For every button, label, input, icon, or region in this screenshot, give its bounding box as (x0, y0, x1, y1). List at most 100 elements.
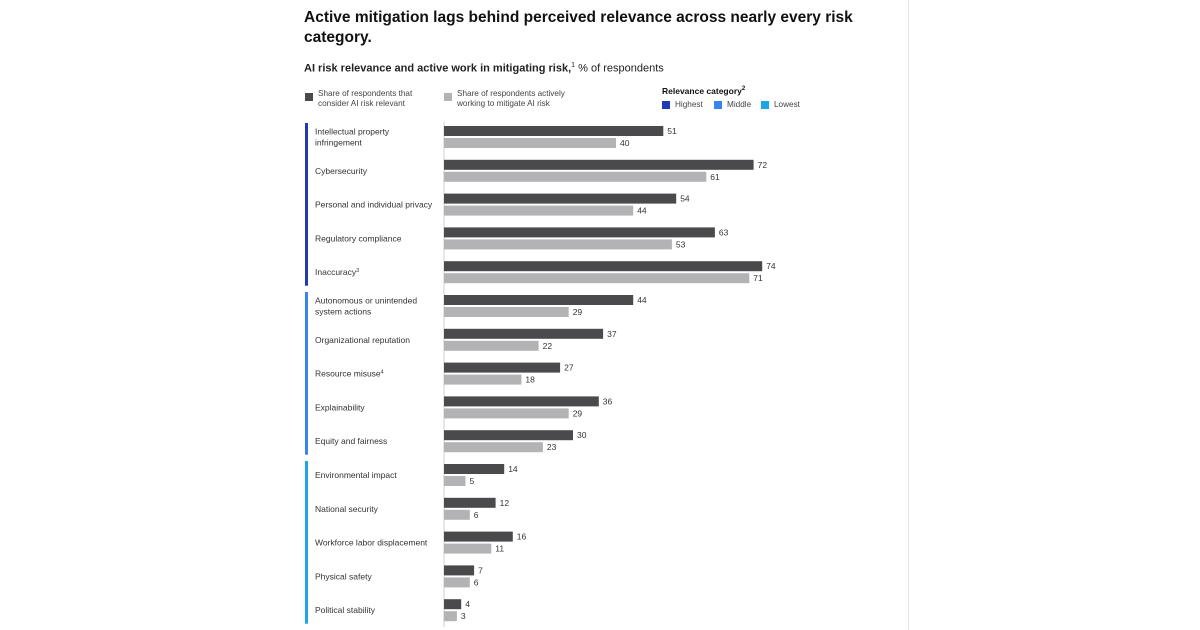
legend-swatch-lowest (761, 101, 769, 109)
page-edge-divider (908, 0, 909, 630)
bar-mitigate (444, 543, 492, 554)
category-label: Political stability (315, 605, 376, 615)
bar-relevant (444, 531, 513, 542)
value-label-mitigate: 5 (470, 476, 475, 486)
value-label-mitigate: 40 (620, 138, 630, 148)
bar-relevant (444, 565, 475, 576)
value-label-relevant: 63 (719, 227, 729, 237)
legend-middle: Middle (727, 100, 752, 109)
bar-relevant (444, 328, 604, 339)
value-label-mitigate: 44 (637, 206, 647, 216)
bar-mitigate (444, 340, 539, 351)
bar-relevant (444, 227, 715, 238)
chart-title: Active mitigation lags behind perceived … (304, 9, 853, 46)
value-label-mitigate: 22 (543, 341, 553, 351)
value-label-relevant: 37 (607, 329, 617, 339)
value-label-relevant: 7 (478, 565, 483, 575)
value-label-mitigate: 11 (495, 544, 504, 554)
category-label: Environmental impact (315, 470, 397, 480)
bar-mitigate (444, 138, 616, 148)
value-label-relevant: 54 (680, 194, 690, 204)
subtitle-units: % of respondents (575, 62, 664, 75)
category-label: Explainability (315, 402, 365, 412)
category-label: Inaccuracy3 (315, 267, 359, 277)
bar-mitigate (444, 442, 543, 453)
category-label: National security (315, 504, 379, 514)
bar-mitigate (444, 408, 569, 419)
category-label: Workforce labor displacement (315, 538, 428, 548)
bar-relevant (444, 396, 599, 407)
value-label-mitigate: 6 (474, 577, 479, 587)
value-label-relevant: 44 (637, 295, 647, 305)
value-label-relevant: 36 (603, 396, 613, 406)
bar-mitigate (444, 171, 707, 182)
value-label-relevant: 30 (577, 430, 587, 440)
value-label-mitigate: 6 (474, 510, 479, 520)
value-label-relevant: 4 (465, 599, 470, 609)
subtitle-footnote-marker: 1 (571, 62, 576, 69)
relevance-footnote-marker: 2 (741, 86, 746, 93)
subtitle-bold: AI risk relevance and active work in mit… (304, 62, 572, 75)
legend-highest: Highest (675, 100, 703, 109)
value-label-mitigate: 29 (573, 307, 583, 317)
bar-mitigate (444, 239, 672, 250)
value-label-relevant: 74 (766, 261, 776, 271)
legend-mitigate-line1: Share of respondents actively (457, 89, 565, 98)
bar-relevant (444, 430, 573, 441)
value-label-relevant: 14 (508, 464, 518, 474)
relevance-group-middle-stripe (305, 292, 308, 455)
legend-mitigate-line2: working to mitigate AI risk (457, 99, 550, 108)
legend-swatch-relevant (305, 93, 313, 101)
chart-subtitle: AI risk relevance and active work in mit… (304, 62, 664, 75)
value-label-mitigate: 18 (525, 375, 535, 385)
bar-mitigate (444, 307, 569, 317)
value-label-relevant: 72 (758, 160, 768, 170)
bar-relevant (444, 497, 496, 508)
value-label-mitigate: 53 (676, 239, 686, 249)
bar-relevant (444, 126, 664, 136)
relevance-group-highest-stripe (305, 123, 308, 286)
category-label: Personal and individual privacy (315, 200, 433, 210)
category-label: Regulatory compliance (315, 233, 402, 243)
bar-mitigate (444, 509, 470, 520)
legend-relevant: Share of respondents that consider AI ri… (318, 89, 412, 109)
bar-mitigate (444, 577, 470, 588)
relevance-group-lowest-stripe (305, 461, 308, 624)
bar-relevant (444, 261, 763, 272)
value-label-mitigate: 3 (461, 611, 466, 621)
legend-swatch-middle (714, 101, 722, 109)
category-label: Organizational reputation (315, 335, 410, 345)
value-label-mitigate: 71 (753, 273, 763, 283)
value-label-mitigate: 61 (710, 172, 720, 182)
bar-mitigate (444, 205, 634, 216)
value-label-relevant: 16 (517, 532, 527, 542)
legend-swatch-mitigate (444, 93, 452, 101)
legend-swatch-highest (662, 101, 670, 109)
bar-relevant (444, 295, 634, 305)
bar-relevant (444, 599, 462, 610)
relevance-legend-title-text: Relevance category (662, 86, 742, 96)
legend-relevant-line2: consider AI risk relevant (318, 99, 405, 108)
bar-relevant (444, 193, 677, 204)
bar-relevant (444, 362, 561, 373)
bar-mitigate (444, 611, 457, 622)
category-label: Physical safety (315, 571, 372, 581)
bar-mitigate (444, 374, 522, 385)
legend-lowest: Lowest (774, 100, 800, 109)
legend-mitigate: Share of respondents actively working to… (457, 89, 565, 109)
value-label-relevant: 27 (564, 363, 574, 373)
category-label: Equity and fairness (315, 436, 387, 446)
category-label: Autonomous or unintended system actions (315, 296, 417, 317)
category-label: Cybersecurity (315, 166, 368, 176)
value-label-relevant: 12 (500, 498, 510, 508)
value-label-mitigate: 23 (547, 442, 557, 452)
category-label: Intellectual property infringement (315, 127, 390, 148)
value-label-relevant: 51 (667, 126, 677, 136)
category-label: Resource misuse4 (315, 369, 384, 379)
legend-relevant-line1: Share of respondents that (318, 89, 413, 98)
bar-relevant (444, 464, 505, 474)
bar-relevant (444, 159, 754, 170)
value-label-mitigate: 29 (573, 408, 583, 418)
relevance-legend-title: Relevance category2 (662, 86, 745, 96)
